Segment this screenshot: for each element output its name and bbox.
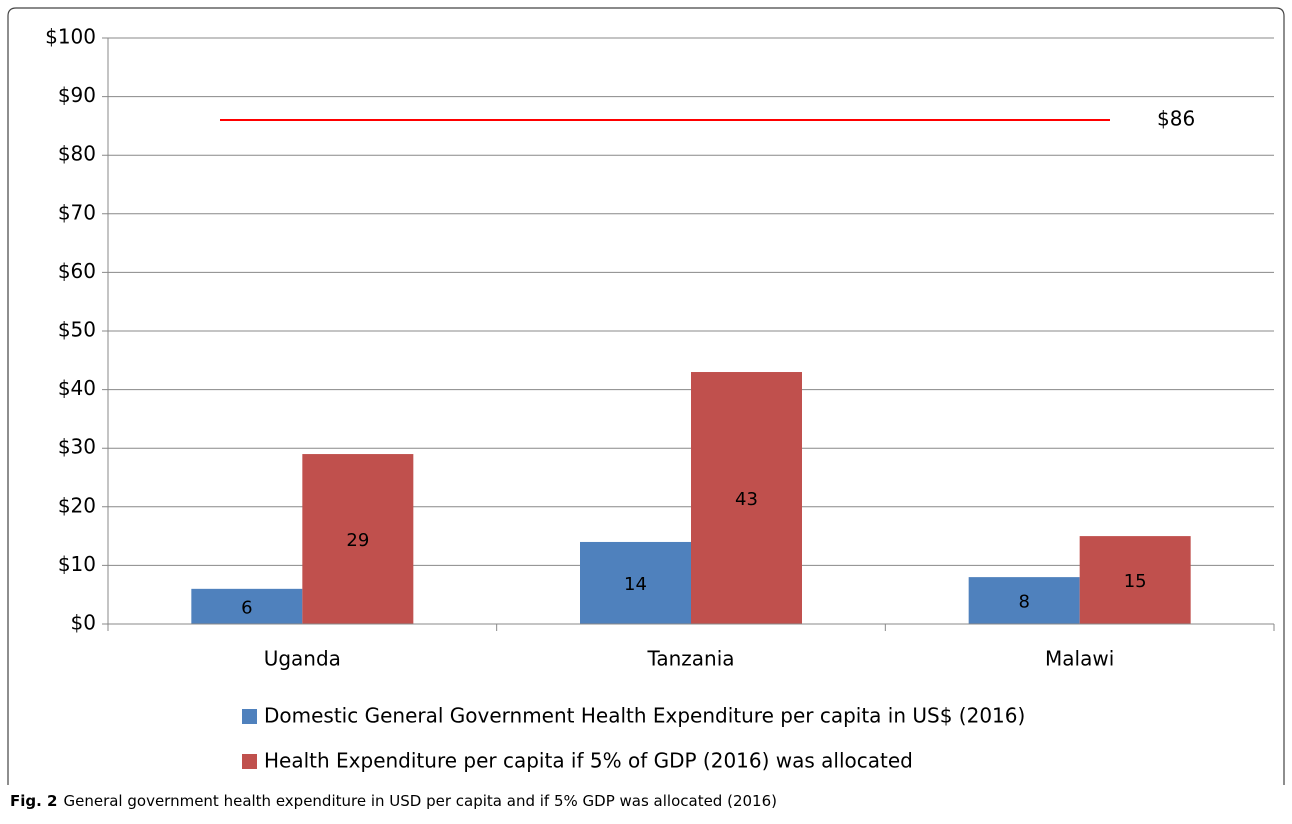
caption-label: Fig. 2 [10, 792, 57, 810]
x-tick-label: Uganda [264, 647, 341, 671]
data-label: 14 [624, 574, 647, 595]
bar [968, 577, 1080, 624]
bar [580, 541, 691, 624]
data-label: 29 [346, 530, 369, 551]
bar [1079, 536, 1191, 624]
y-tick-label: $30 [58, 435, 96, 459]
y-tick-label: $50 [58, 318, 96, 342]
bar [191, 588, 303, 624]
y-tick-label: $20 [58, 493, 96, 517]
bar [691, 372, 802, 624]
x-tick-label: Tanzania [646, 647, 734, 671]
data-label: 15 [1124, 571, 1147, 592]
bar [302, 454, 414, 624]
y-tick-label: $40 [58, 376, 96, 400]
y-tick-label: $10 [58, 552, 96, 576]
caption: Fig. 2 General government health expendit… [10, 792, 777, 810]
x-tick-label: Malawi [1045, 647, 1114, 671]
frame [7, 7, 1285, 785]
caption-text: General government health expenditure in… [63, 792, 777, 810]
y-tick-label: $90 [58, 83, 96, 107]
y-tick-label: $60 [58, 259, 96, 283]
legend-swatch [242, 754, 257, 769]
data-label: 8 [1018, 592, 1029, 613]
y-tick-label: $80 [58, 142, 96, 166]
data-label: 6 [241, 597, 252, 618]
legend-label: Domestic General Government Health Expen… [264, 704, 1025, 728]
data-label: 43 [735, 489, 758, 510]
reference-label: $86 [1157, 107, 1195, 131]
legend-swatch [242, 709, 257, 724]
legend-label: Health Expenditure per capita if 5% of G… [264, 749, 913, 773]
y-tick-label: $70 [58, 200, 96, 224]
y-tick-label: $100 [45, 25, 96, 49]
y-tick-label: $0 [71, 611, 96, 635]
